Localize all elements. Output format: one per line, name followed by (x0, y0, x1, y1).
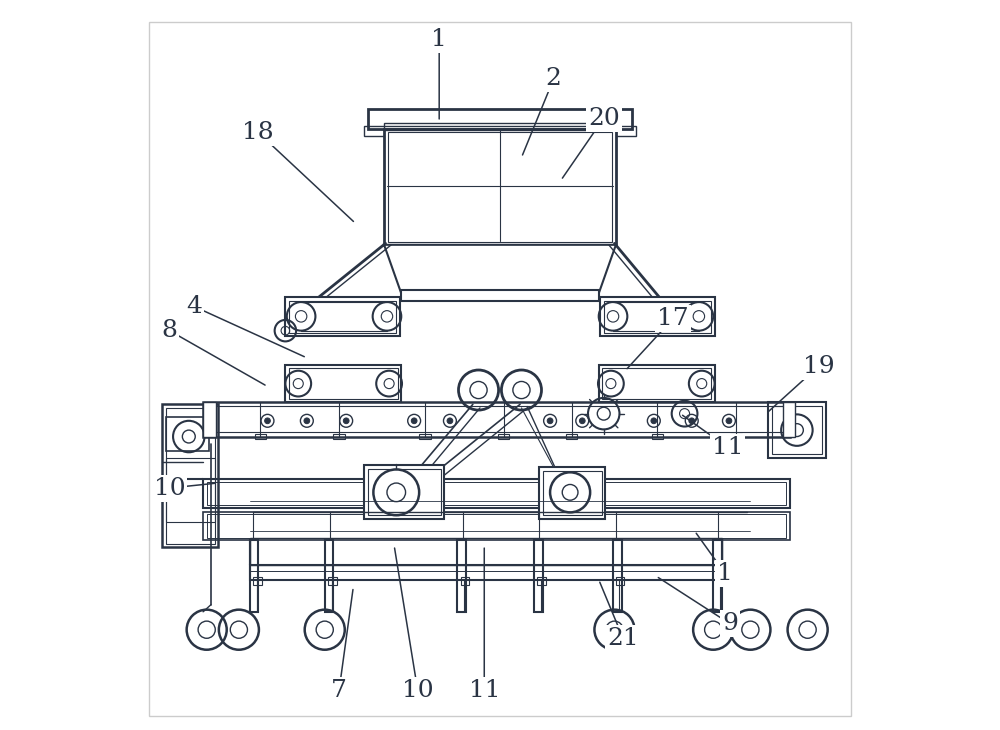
Bar (616, 577, 624, 585)
Text: 18: 18 (242, 121, 274, 144)
Bar (384, 123, 616, 131)
Bar (333, 434, 345, 439)
Circle shape (689, 418, 695, 423)
Bar (328, 577, 337, 585)
Bar (364, 465, 444, 519)
Circle shape (579, 418, 585, 423)
Text: 21: 21 (607, 627, 639, 650)
Text: 7: 7 (331, 679, 347, 702)
Circle shape (261, 415, 274, 427)
Bar (783, 402, 795, 437)
Bar (534, 540, 543, 612)
Circle shape (443, 415, 456, 427)
Bar (250, 540, 258, 612)
Circle shape (651, 418, 657, 423)
Bar (203, 480, 790, 508)
Bar (364, 126, 636, 136)
Text: 4: 4 (186, 295, 202, 318)
Bar (498, 434, 509, 439)
Circle shape (685, 415, 698, 427)
Bar (772, 406, 822, 454)
Bar (207, 483, 786, 505)
Bar (388, 132, 612, 242)
Bar (604, 301, 711, 333)
Text: 2: 2 (546, 67, 562, 91)
Bar (566, 434, 577, 439)
Bar (600, 297, 715, 337)
Bar (203, 402, 216, 437)
Circle shape (647, 415, 660, 427)
Bar (253, 577, 262, 585)
Text: 17: 17 (657, 307, 689, 330)
Bar (652, 434, 663, 439)
Text: 1: 1 (431, 28, 447, 51)
Bar (461, 577, 469, 585)
Circle shape (411, 418, 417, 423)
Circle shape (726, 418, 732, 423)
Bar (285, 365, 401, 402)
Bar (713, 540, 722, 612)
Text: 11: 11 (469, 679, 500, 702)
Bar (716, 577, 725, 585)
Bar (419, 434, 431, 439)
Bar (384, 129, 616, 245)
Bar (457, 540, 466, 612)
Text: 11: 11 (712, 436, 743, 458)
Bar (289, 301, 396, 333)
Bar (730, 434, 742, 439)
Bar (250, 538, 722, 565)
Bar (255, 434, 266, 439)
Text: 9: 9 (722, 612, 738, 636)
Text: 19: 19 (803, 355, 834, 378)
Bar (537, 577, 546, 585)
Circle shape (576, 415, 589, 427)
Bar (162, 404, 218, 548)
Circle shape (300, 415, 313, 427)
Bar (368, 109, 632, 129)
Bar (599, 365, 715, 402)
Bar (285, 297, 400, 337)
Circle shape (340, 415, 353, 427)
Bar (250, 565, 722, 580)
Bar (166, 417, 209, 451)
Bar (166, 458, 215, 523)
Bar (768, 402, 826, 458)
Bar (401, 290, 599, 301)
Bar (203, 512, 790, 540)
Circle shape (343, 418, 349, 423)
Circle shape (304, 418, 310, 423)
Text: 1: 1 (717, 562, 733, 585)
Text: 10: 10 (154, 477, 185, 499)
Circle shape (722, 415, 735, 427)
Bar (203, 402, 790, 437)
Bar (602, 368, 711, 399)
Bar (207, 514, 786, 538)
Text: 10: 10 (402, 679, 434, 702)
Bar (325, 540, 333, 612)
Bar (539, 467, 605, 519)
Bar (543, 471, 602, 515)
Circle shape (447, 418, 453, 423)
Polygon shape (384, 245, 616, 293)
Text: 20: 20 (588, 107, 620, 130)
Circle shape (408, 415, 421, 427)
Bar (208, 407, 785, 432)
Text: 8: 8 (162, 319, 177, 342)
Circle shape (265, 418, 270, 423)
Bar (613, 540, 622, 612)
Circle shape (544, 415, 557, 427)
Bar (368, 469, 441, 515)
Bar (289, 368, 398, 399)
Circle shape (547, 418, 553, 423)
Bar (166, 408, 215, 544)
